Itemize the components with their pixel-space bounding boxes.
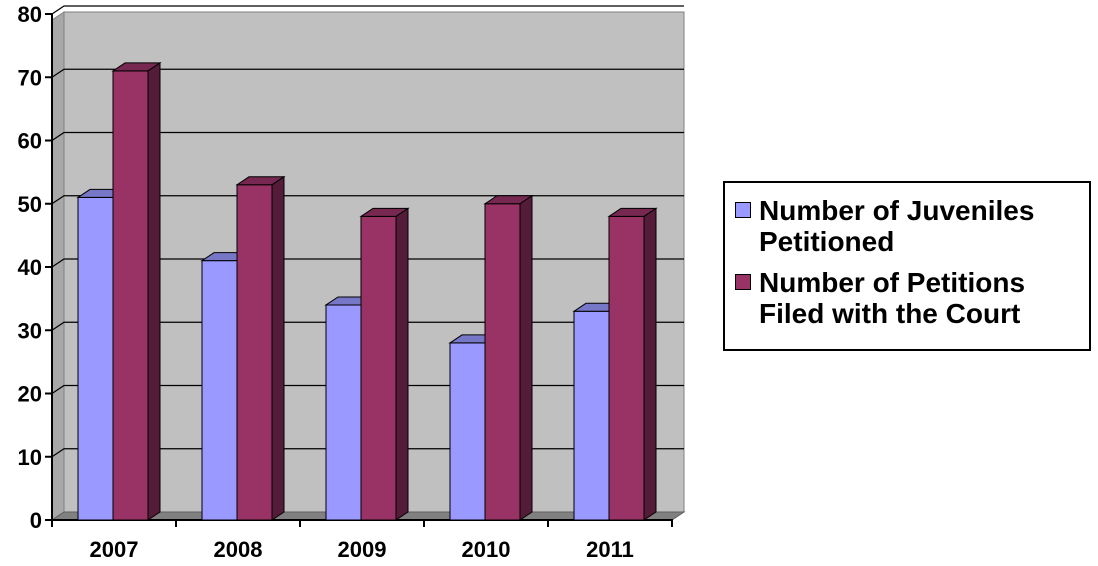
- bar-side: [519, 194, 533, 521]
- y-tick-label: 20: [18, 382, 42, 407]
- y-tick-label: 10: [18, 445, 42, 470]
- x-tick-label: 2009: [338, 537, 387, 562]
- bar-side: [643, 207, 657, 521]
- bar-front: [325, 304, 362, 521]
- bar-front: [608, 215, 645, 521]
- bar: [235, 175, 286, 521]
- x-axis-ticks: 2007 2008 2009 2010 2011: [51, 520, 673, 562]
- bars: [76, 61, 658, 521]
- y-tick-label: 80: [18, 2, 42, 27]
- bar-side: [147, 61, 161, 521]
- legend-item-petitions-filed: Number of Petitions Filed with the Court: [735, 267, 1081, 329]
- bar: [483, 194, 534, 521]
- bar-front: [77, 196, 114, 521]
- gridline: [51, 68, 684, 78]
- bar-side: [271, 175, 285, 521]
- gridline: [51, 321, 684, 331]
- gridline: [51, 131, 684, 141]
- bar: [359, 207, 410, 521]
- legend: Number of Juveniles Petitioned Number of…: [723, 181, 1091, 351]
- y-tick-label: 70: [18, 65, 42, 90]
- bar: [607, 207, 658, 521]
- bar-front: [112, 70, 149, 521]
- bar: [111, 61, 162, 521]
- legend-label-petitions-filed: Number of Petitions Filed with the Court: [759, 267, 1026, 329]
- legend-swatch-petitions-filed: [735, 274, 751, 290]
- x-tick-label: 2010: [462, 537, 511, 562]
- bar-front: [236, 184, 273, 521]
- gridline: [51, 195, 684, 205]
- gridline: [51, 258, 684, 268]
- y-tick-label: 0: [30, 508, 42, 533]
- y-tick-label: 30: [18, 318, 42, 343]
- bar-front: [573, 310, 610, 521]
- legend-label-juveniles-petitioned: Number of Juveniles Petitioned: [759, 195, 1035, 257]
- bar-front: [360, 215, 397, 521]
- y-tick-label: 50: [18, 192, 42, 217]
- bar-front: [484, 203, 521, 521]
- y-axis-ticks: 0 10 20 30 40 50 60 70 80: [18, 2, 52, 533]
- x-tick-label: 2007: [90, 537, 139, 562]
- bar-front: [449, 342, 486, 521]
- y-tick-label: 60: [18, 129, 42, 154]
- x-tick-label: 2011: [586, 537, 634, 562]
- legend-item-juveniles-petitioned: Number of Juveniles Petitioned: [735, 195, 1081, 257]
- bar-side: [395, 207, 409, 521]
- x-tick-label: 2008: [214, 537, 263, 562]
- gridline: [51, 5, 684, 15]
- y-tick-label: 40: [18, 255, 42, 280]
- bar-front: [201, 260, 238, 521]
- legend-swatch-juveniles-petitioned: [735, 202, 751, 218]
